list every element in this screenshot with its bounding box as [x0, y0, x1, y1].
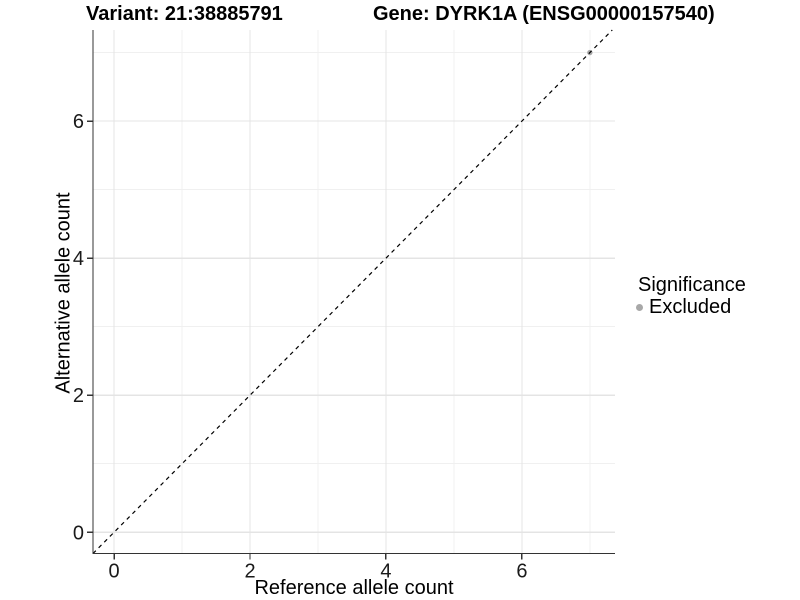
plot-title-gene: Gene: DYRK1A (ENSG00000157540) [373, 3, 715, 25]
y-tick-label: 0 [73, 522, 84, 544]
legend-title: Significance [638, 274, 746, 296]
legend-entry-excluded: Excluded [636, 297, 746, 317]
x-tick-label: 6 [516, 561, 527, 583]
y-axis-title: Alternative allele count [52, 192, 75, 394]
x-axis-title: Reference allele count [254, 577, 454, 599]
identity-line [92, 29, 613, 554]
x-tick-label: 4 [380, 561, 391, 583]
excluded-point-icon [636, 303, 643, 311]
legend-entry-label: Excluded [649, 296, 732, 318]
y-tick-label: 2 [73, 385, 84, 407]
plot-title-variant: Variant: 21:38885791 [86, 3, 283, 25]
x-tick-label: 0 [109, 561, 120, 583]
y-tick-label: 6 [73, 111, 84, 133]
y-tick-label: 4 [73, 248, 84, 270]
x-tick-label: 2 [244, 561, 255, 583]
legend: Significance Excluded [636, 275, 746, 317]
